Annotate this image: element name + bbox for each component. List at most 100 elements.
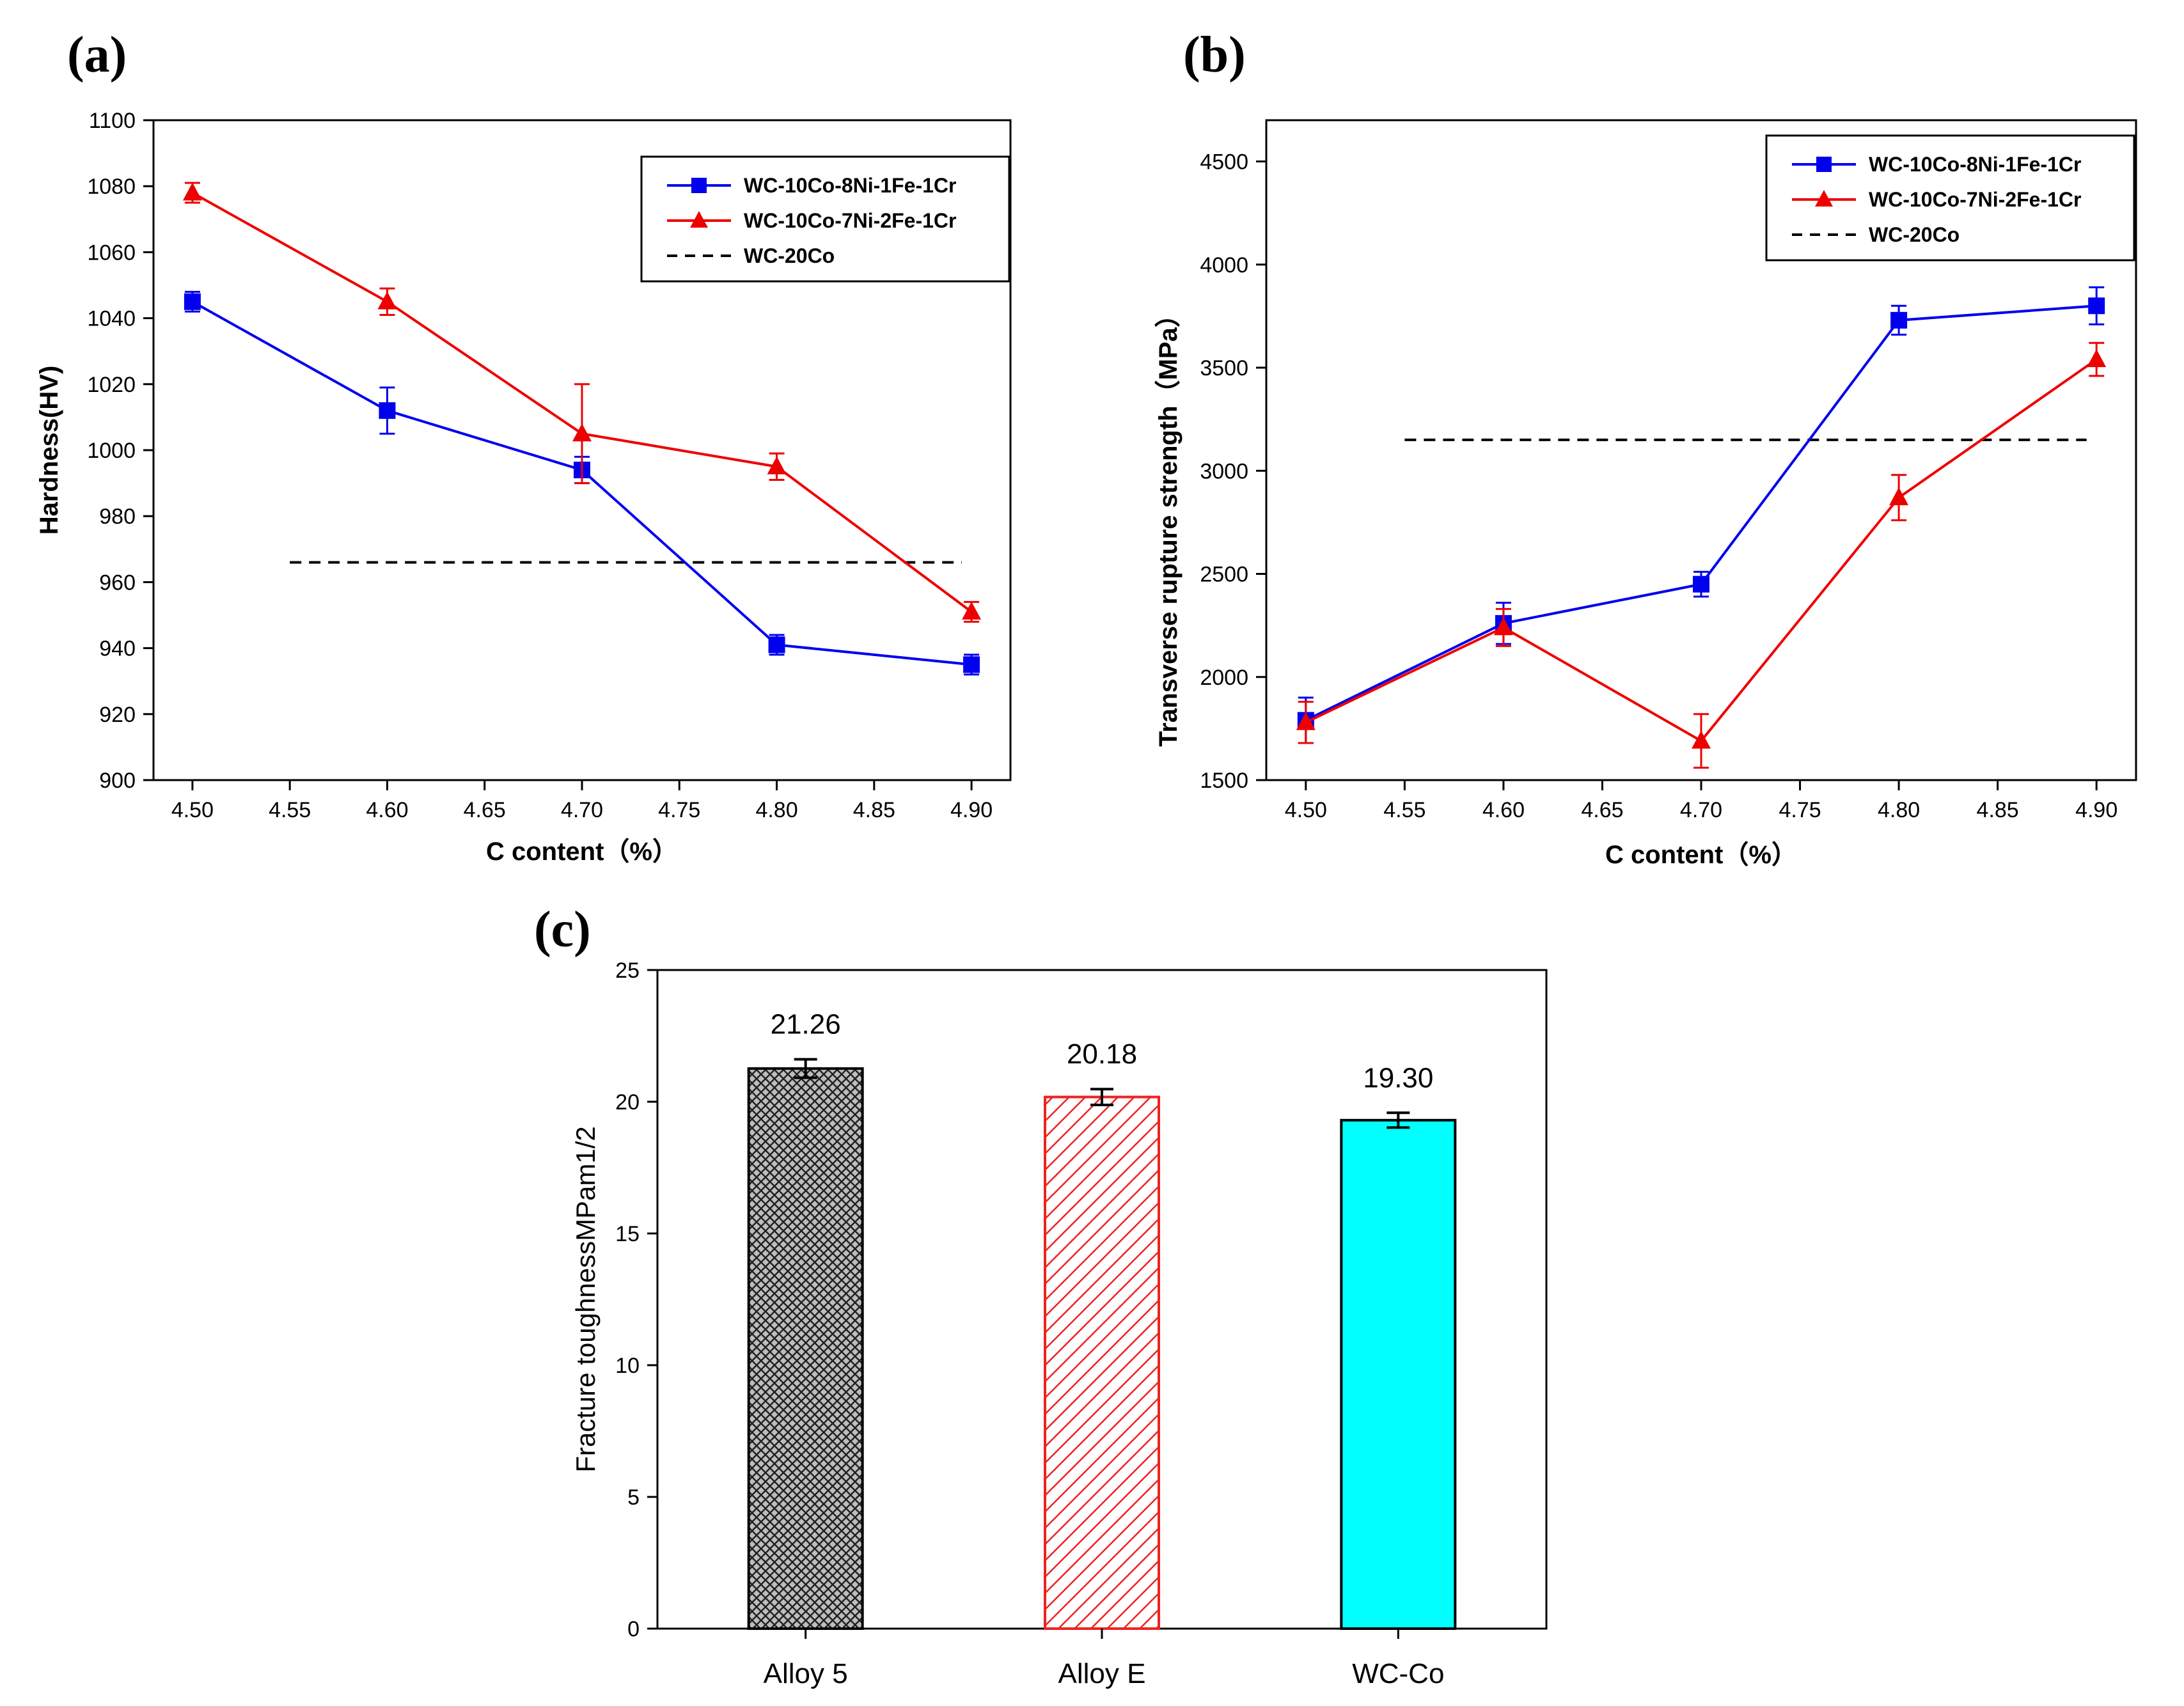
legend-box-a bbox=[640, 155, 1010, 283]
x-axis-label-b: C content（%） bbox=[1605, 841, 1797, 869]
x-tick-label: 4.70 bbox=[1680, 798, 1722, 822]
x-tick-label: 4.70 bbox=[561, 798, 603, 822]
x-tick-label: 4.60 bbox=[366, 798, 408, 822]
bar-value-label: 20.18 bbox=[1067, 1038, 1137, 1070]
data-point-square bbox=[1890, 311, 1908, 329]
axis-ticks-c: 0 5 10 15 20 25 bbox=[615, 959, 657, 1641]
bar bbox=[1340, 1118, 1457, 1630]
y-tick-label: 0 bbox=[627, 1617, 640, 1641]
x-tick-label: 4.90 bbox=[950, 798, 993, 822]
plot-frame-b bbox=[1265, 119, 2137, 781]
hardness-chart: 4.50 4.55 4.60 4.65 4.70 4.75 4.80 4.85 4.90 900 9… bbox=[35, 109, 1012, 866]
strength-chart: 4.50 4.55 4.60 4.65 4.70 4.75 4.80 4.85 4.90 1500… bbox=[1154, 119, 2137, 869]
data-point-square bbox=[2088, 297, 2105, 315]
y-tick-label: 920 bbox=[99, 703, 136, 727]
panel-label-a: (a) bbox=[67, 27, 127, 83]
y-axis-label-c: Fracture toughnessMPam1/2 bbox=[570, 1126, 601, 1473]
y-tick-label: 2000 bbox=[1200, 666, 1248, 690]
series-line bbox=[1305, 358, 2098, 743]
y-tick-label: 1500 bbox=[1200, 769, 1248, 793]
x-tick-label: 4.55 bbox=[269, 798, 311, 822]
legend-label: WC-10Co-7Ni-2Fe-1Cr bbox=[1869, 188, 2081, 211]
y-tick-label: 25 bbox=[615, 959, 640, 983]
series-group-b bbox=[1296, 286, 2107, 769]
panel-label-b: (b) bbox=[1183, 27, 1246, 83]
data-point-triangle bbox=[1692, 730, 1711, 749]
legend-marker-square bbox=[691, 178, 707, 193]
data-point-triangle bbox=[2087, 349, 2107, 368]
series-group-a bbox=[182, 182, 982, 676]
y-tick-label: 4000 bbox=[1200, 253, 1248, 278]
data-point-square bbox=[1693, 575, 1709, 593]
series-red bbox=[182, 182, 982, 623]
y-tick-label: 1000 bbox=[87, 439, 136, 463]
x-tick-label: 4.75 bbox=[658, 798, 700, 822]
x-tick-label: 4.85 bbox=[853, 798, 895, 822]
bar-value-label: 19.30 bbox=[1363, 1062, 1433, 1093]
y-tick-label: 940 bbox=[99, 637, 136, 661]
series-red bbox=[1296, 341, 2107, 769]
bar bbox=[1044, 1095, 1160, 1630]
y-tick-label: 1080 bbox=[87, 175, 136, 199]
data-point-triangle bbox=[182, 182, 202, 201]
data-point-triangle bbox=[572, 423, 592, 442]
x-axis-label-a: C content（%） bbox=[486, 838, 678, 866]
y-tick-label: 15 bbox=[615, 1222, 640, 1246]
x-tick-label: 4.85 bbox=[1977, 798, 2019, 822]
bar bbox=[747, 1067, 864, 1630]
y-tick-label: 20 bbox=[615, 1090, 640, 1115]
x-tick-label: 4.60 bbox=[1482, 798, 1525, 822]
legend-label: WC-10Co-7Ni-2Fe-1Cr bbox=[744, 209, 956, 232]
x-tick-label: 4.65 bbox=[464, 798, 506, 822]
y-tick-label: 5 bbox=[627, 1485, 640, 1510]
data-point-triangle bbox=[767, 456, 787, 474]
x-tick-label: 4.75 bbox=[1779, 798, 1821, 822]
y-axis-label-a: Hardness(HV) bbox=[35, 366, 63, 535]
x-tick-label: 4.80 bbox=[1878, 798, 1920, 822]
y-tick-label: 1020 bbox=[87, 373, 136, 397]
legend-marker-triangle bbox=[1815, 190, 1833, 207]
legend-b: WC-10Co-8Ni-1Fe-1Cr WC-10Co-7Ni-2Fe-1Cr WC… bbox=[1765, 134, 2135, 262]
legend-label: WC-10Co-8Ni-1Fe-1Cr bbox=[1869, 153, 2081, 176]
axis-ticks-a: 4.50 4.55 4.60 4.65 4.70 4.75 4.80 4.85 4.90 900 9… bbox=[87, 109, 993, 822]
legend-marker-square bbox=[1816, 157, 1832, 172]
y-tick-label: 980 bbox=[99, 505, 136, 529]
y-tick-label: 900 bbox=[99, 769, 136, 793]
y-tick-label: 4500 bbox=[1200, 150, 1248, 175]
y-tick-label: 1060 bbox=[87, 240, 136, 265]
y-tick-label: 1100 bbox=[89, 109, 136, 133]
legend-label: WC-10Co-8Ni-1Fe-1Cr bbox=[744, 174, 956, 197]
x-tick-label: 4.80 bbox=[755, 798, 797, 822]
data-point-square bbox=[184, 293, 201, 310]
axis-ticks-b: 4.50 4.55 4.60 4.65 4.70 4.75 4.80 4.85 4.90 1500… bbox=[1200, 150, 2117, 823]
data-point-square bbox=[768, 636, 785, 653]
y-tick-label: 3000 bbox=[1200, 459, 1248, 483]
legend-box-b bbox=[1765, 134, 2135, 262]
y-tick-label: 10 bbox=[615, 1354, 640, 1378]
legend-label: WC-20Co bbox=[744, 244, 835, 267]
series-line bbox=[1305, 304, 2097, 722]
data-point-triangle bbox=[1493, 617, 1513, 636]
bar-value-label: 21.26 bbox=[771, 1009, 841, 1040]
legend-a: WC-10Co-8Ni-1Fe-1Cr WC-10Co-7Ni-2Fe-1Cr WC… bbox=[640, 155, 1010, 283]
series-blue bbox=[1297, 286, 2105, 744]
panel-label-c: (c) bbox=[534, 902, 591, 958]
legend-marker-triangle bbox=[690, 211, 708, 228]
x-tick-label: 4.90 bbox=[2075, 798, 2117, 822]
x-tick-label: 4.55 bbox=[1383, 798, 1426, 822]
toughness-chart: 0 5 10 15 20 25 21.26 Alloy 5 20.18 Alloy E 19.30… bbox=[570, 959, 1548, 1689]
data-point-triangle bbox=[377, 291, 397, 309]
category-label: Alloy E bbox=[1058, 1658, 1146, 1689]
data-point-triangle bbox=[1889, 487, 1909, 506]
data-point-triangle bbox=[1296, 712, 1316, 730]
data-point-square bbox=[379, 402, 396, 419]
category-label: WC-Co bbox=[1352, 1658, 1444, 1689]
x-tick-label: 4.65 bbox=[1581, 798, 1623, 822]
y-tick-label: 2500 bbox=[1200, 563, 1248, 587]
y-tick-label: 1040 bbox=[87, 307, 136, 331]
x-tick-label: 4.50 bbox=[171, 798, 214, 822]
data-point-triangle bbox=[962, 601, 982, 620]
y-axis-label-b: Transverse rupture strength（MPa） bbox=[1154, 302, 1182, 747]
category-label: Alloy 5 bbox=[764, 1658, 848, 1689]
